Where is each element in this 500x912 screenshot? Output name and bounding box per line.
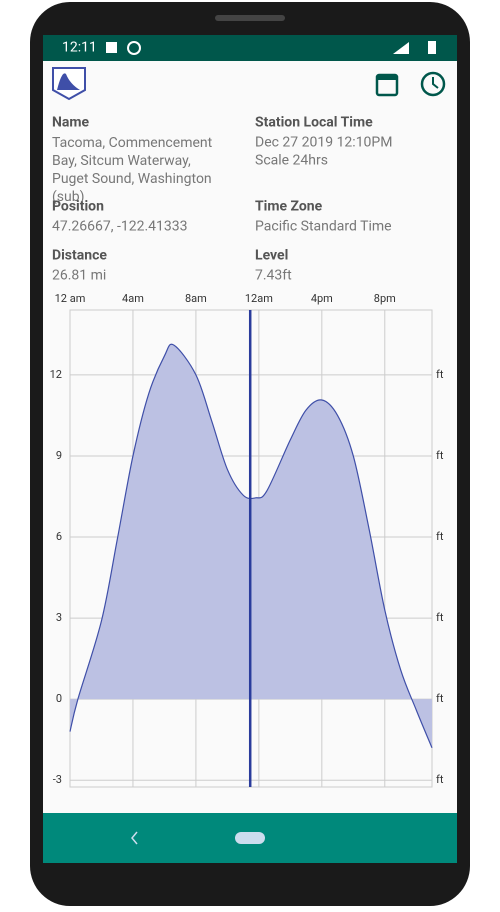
y-tick-label: 3 — [56, 611, 62, 624]
x-tick-label: 4pm — [311, 292, 333, 305]
tide-line — [69, 343, 433, 749]
y-unit-label: ft — [436, 449, 444, 462]
x-tick-label: 8am — [185, 292, 207, 305]
status-icon — [106, 42, 117, 53]
local-time: Dec 27 2019 12:10PM — [255, 135, 392, 151]
x-tick-label: 8pm — [374, 292, 396, 305]
y-tick-label: 9 — [56, 449, 62, 462]
calendar-bar — [377, 75, 397, 80]
status-icon — [127, 41, 141, 55]
y-unit-label: ft — [436, 368, 444, 381]
y-tick-label: 12 — [50, 368, 62, 381]
local-time-label: Station Local Time — [255, 115, 373, 131]
distance: 26.81 mi — [52, 268, 106, 284]
clock-button[interactable] — [420, 71, 446, 97]
station-name: Tacoma, Commencement Bay, Sitcum Waterway… — [52, 135, 213, 205]
y-unit-label: ft — [436, 692, 444, 705]
timezone-label: Time Zone — [255, 199, 323, 215]
x-tick-label: 12 am — [55, 292, 86, 305]
clock-hands — [432, 77, 439, 89]
speaker — [215, 15, 285, 21]
x-tick-label: 4am — [122, 292, 144, 305]
y-unit-label: ft — [436, 611, 444, 624]
name-label: Name — [52, 115, 89, 131]
logo-mark — [57, 73, 80, 90]
status-bar — [43, 35, 457, 61]
back-button[interactable] — [131, 831, 138, 845]
x-tick-label: 12am — [245, 292, 273, 305]
scale: Scale 24hrs — [255, 153, 328, 169]
y-tick-label: 0 — [56, 692, 62, 705]
home-button[interactable] — [235, 832, 265, 844]
timezone: Pacific Standard Time — [255, 219, 392, 235]
signal-icon — [393, 42, 409, 54]
tide-chart: 12 am 4am 8am 12am 4pm 8pm -3 ft 0 ft 3 ft 6 ft 9 ft 12 f… — [50, 292, 444, 788]
y-tick-label: 6 — [56, 530, 62, 543]
y-tick-label: -3 — [53, 773, 62, 786]
level: 7.43ft — [255, 268, 292, 284]
position-label: Position — [52, 199, 104, 215]
level-label: Level — [255, 248, 288, 264]
battery-icon — [428, 41, 436, 54]
position: 47.26667, -122.41333 — [52, 219, 188, 235]
clock: 12:11 — [62, 40, 97, 56]
distance-label: Distance — [52, 248, 107, 264]
y-unit-label: ft — [436, 530, 444, 543]
y-unit-label: ft — [436, 773, 444, 786]
